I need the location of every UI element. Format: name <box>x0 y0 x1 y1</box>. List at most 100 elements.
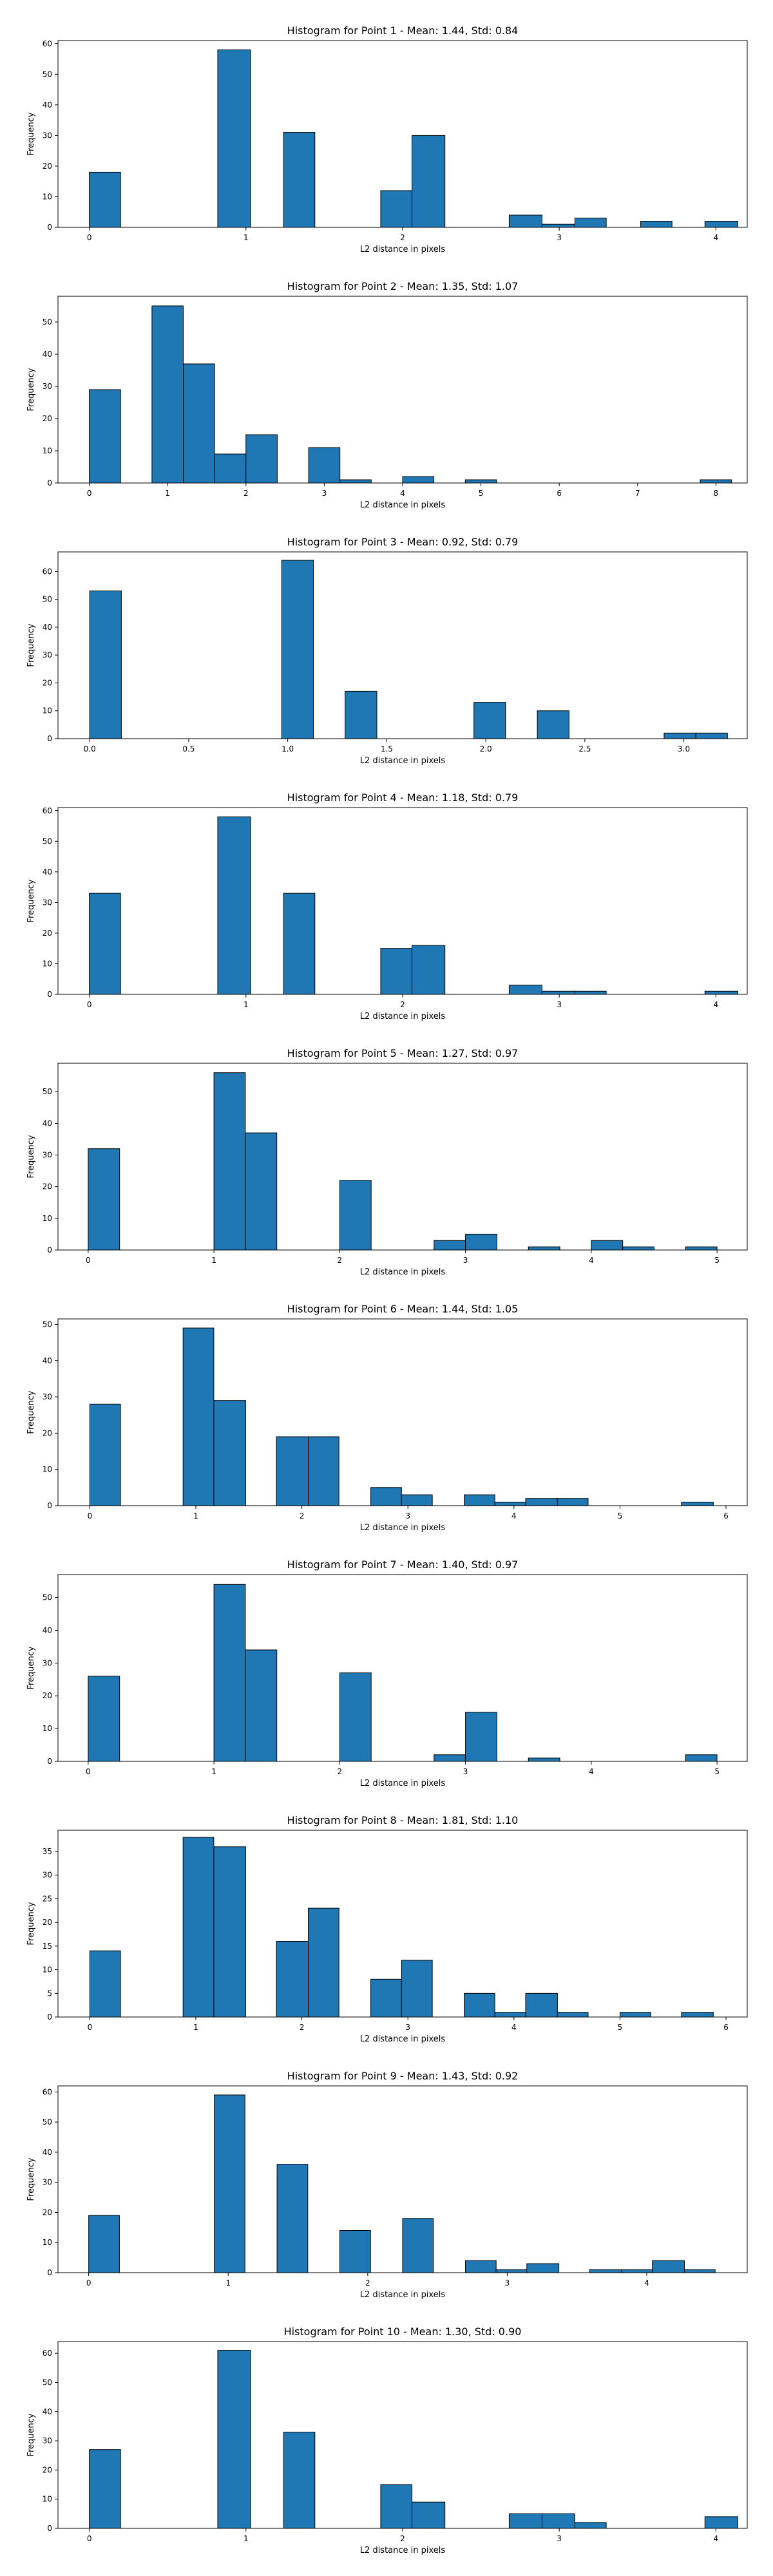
y-tick-label: 25 <box>43 1894 52 1903</box>
x-axis-label: L2 distance in pixels <box>360 1523 446 1533</box>
y-tick-label: 20 <box>43 1428 52 1437</box>
histogram-bar <box>308 447 341 484</box>
x-tick-label: 3 <box>557 233 562 242</box>
histogram-bar <box>402 476 435 484</box>
histogram-bar <box>89 1403 121 1506</box>
histogram-bar <box>621 2269 653 2273</box>
chart-title: Histogram for Point 1 - Mean: 1.44, Std:… <box>287 24 519 37</box>
histogram-bar <box>89 893 121 995</box>
plot-frame <box>57 1318 748 1506</box>
plot-frame <box>57 1830 748 2018</box>
x-tick-label: 1.5 <box>381 744 393 753</box>
histogram-bar <box>217 49 251 228</box>
x-tick-label: 0 <box>86 1256 91 1265</box>
x-axis-label: L2 distance in pixels <box>360 245 446 254</box>
x-tick-label: 5 <box>714 1256 720 1265</box>
y-tick-label: 20 <box>43 929 52 938</box>
histogram-bar <box>434 1240 466 1251</box>
histogram-bar <box>557 1498 589 1506</box>
y-tick-label: 30 <box>43 1658 52 1667</box>
x-tick-label: 4 <box>714 2534 719 2543</box>
histogram-bar <box>380 2484 413 2529</box>
histogram-bar <box>620 2012 651 2018</box>
histogram-bar <box>464 1494 495 1506</box>
y-tick-label: 0 <box>47 990 52 999</box>
x-tick-label: 1 <box>193 2023 198 2032</box>
histogram-bar <box>508 214 543 228</box>
histogram-bar <box>283 2432 316 2529</box>
y-tick-label: 10 <box>43 1965 52 1975</box>
histogram-bar <box>589 2269 622 2273</box>
x-tick-label: 2 <box>338 1767 343 1776</box>
y-tick-label: 10 <box>43 959 52 968</box>
y-tick-label: 0 <box>47 478 52 488</box>
histogram-bar <box>151 305 184 484</box>
y-axis-label: Frequency <box>26 1135 36 1178</box>
histogram-bar <box>575 990 607 995</box>
x-tick-label: 0 <box>87 233 92 242</box>
x-tick-label: 4 <box>511 2023 517 2032</box>
histogram-bar <box>213 1846 246 2018</box>
y-tick-label: 50 <box>43 2378 52 2387</box>
y-tick-label: 10 <box>43 706 52 715</box>
y-tick-label: 30 <box>43 1392 52 1401</box>
y-tick-label: 20 <box>43 1691 52 1700</box>
chart-title: Histogram for Point 3 - Mean: 0.92, Std:… <box>287 536 519 548</box>
y-tick-label: 50 <box>43 1320 52 1329</box>
histogram-bar <box>339 1180 372 1251</box>
x-tick-label: 5 <box>714 1767 720 1776</box>
histogram-bar <box>217 816 251 995</box>
histogram-bar <box>308 1436 339 1506</box>
y-tick-label: 40 <box>43 100 52 109</box>
y-tick-label: 10 <box>43 192 52 201</box>
histogram-bar <box>652 2260 685 2273</box>
y-tick-label: 0 <box>47 2524 52 2533</box>
x-tick-label: 0 <box>86 1767 91 1776</box>
y-tick-label: 10 <box>43 2495 52 2504</box>
histogram-bar <box>465 1233 497 1251</box>
x-axis-label: L2 distance in pixels <box>360 500 446 510</box>
histogram-bar <box>537 710 569 739</box>
x-axis-label: L2 distance in pixels <box>360 1267 446 1277</box>
x-tick-label: 6 <box>723 1511 729 1520</box>
histogram-bar <box>700 479 732 484</box>
histogram-bar <box>283 893 316 995</box>
histogram-bar <box>276 1941 309 2018</box>
histogram-bar <box>465 1712 497 1762</box>
x-tick-label: 3 <box>322 489 327 498</box>
x-tick-label: 0 <box>86 2278 91 2287</box>
histogram-bar <box>412 135 446 228</box>
histogram-bar <box>704 990 738 995</box>
x-tick-label: 5 <box>618 2023 623 2032</box>
chart-title: Histogram for Point 8 - Mean: 1.81, Std:… <box>287 1814 519 1826</box>
y-tick-label: 40 <box>43 1356 52 1365</box>
histogram-bar <box>283 132 316 228</box>
plot-frame <box>57 551 748 739</box>
histogram-bar <box>541 223 576 228</box>
histogram-bar <box>464 1993 495 2018</box>
chart-title: Histogram for Point 7 - Mean: 1.40, Std:… <box>287 1558 519 1571</box>
histogram-bar <box>508 2513 543 2529</box>
histogram-bar <box>89 171 121 228</box>
y-tick-label: 40 <box>43 2148 52 2157</box>
x-tick-label: 1 <box>211 1767 216 1776</box>
histogram-bar <box>182 1837 215 2018</box>
y-tick-label: 40 <box>43 2407 52 2416</box>
histogram-bar <box>541 990 576 995</box>
chart-title: Histogram for Point 5 - Mean: 1.27, Std:… <box>287 1047 519 1059</box>
x-tick-label: 1 <box>243 233 249 242</box>
histogram-bar <box>412 2501 446 2529</box>
plot-frame <box>57 2085 748 2273</box>
y-tick-label: 0 <box>47 2268 52 2277</box>
histogram-bar <box>339 2230 371 2273</box>
y-tick-label: 0 <box>47 1501 52 1510</box>
histogram-bar <box>214 453 247 484</box>
histogram-bar <box>89 1950 121 2018</box>
y-tick-label: 50 <box>43 317 52 327</box>
histogram-bar <box>183 363 215 484</box>
y-tick-label: 0 <box>47 734 52 743</box>
histogram-bar <box>402 2218 434 2273</box>
